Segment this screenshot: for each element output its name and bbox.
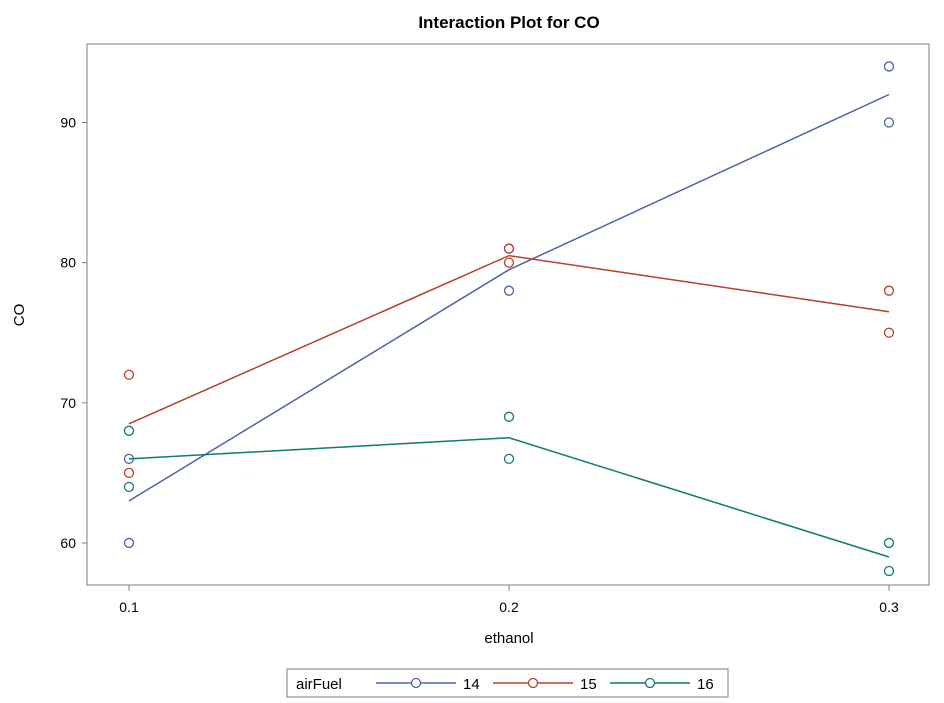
y-tick-label: 70 bbox=[60, 395, 76, 411]
data-point-14 bbox=[123, 453, 135, 465]
data-point-15 bbox=[883, 285, 895, 296]
series-line-14 bbox=[128, 93, 890, 502]
y-axis-label: CO bbox=[11, 304, 28, 327]
plot-area-frame bbox=[86, 43, 930, 586]
series-line-16 bbox=[128, 437, 890, 558]
data-point-14 bbox=[503, 285, 515, 296]
legend-label-15: 15 bbox=[580, 676, 597, 693]
data-point-16 bbox=[123, 481, 135, 493]
y-tick-label: 80 bbox=[60, 255, 76, 271]
data-point-15 bbox=[503, 243, 515, 254]
x-tick-label: 0.3 bbox=[879, 599, 899, 615]
series-line-15 bbox=[128, 254, 890, 425]
x-axis-label: ethanol bbox=[484, 630, 533, 647]
y-tick-label: 90 bbox=[60, 114, 76, 130]
legend-items: 14 15 16 bbox=[376, 676, 714, 693]
data-point-15 bbox=[123, 369, 135, 380]
y-tick-label: 60 bbox=[60, 535, 76, 551]
data-point-14 bbox=[883, 61, 895, 72]
legend-swatch-marker-15 bbox=[527, 677, 539, 689]
data-point-14 bbox=[883, 117, 895, 128]
y-axis: 60 70 80 90 bbox=[60, 114, 87, 551]
data-point-15 bbox=[883, 327, 895, 338]
data-point-16 bbox=[123, 425, 135, 436]
data-point-15 bbox=[123, 467, 135, 479]
series-lines bbox=[128, 93, 890, 558]
x-axis: 0.1 0.2 0.3 bbox=[119, 585, 899, 615]
data-point-16 bbox=[503, 453, 515, 465]
x-tick-label: 0.1 bbox=[119, 599, 139, 615]
legend-label-16: 16 bbox=[697, 676, 714, 693]
data-point-16 bbox=[883, 565, 895, 577]
legend-label-14: 14 bbox=[463, 676, 480, 693]
data-point-15 bbox=[503, 257, 515, 268]
data-point-16 bbox=[503, 411, 515, 422]
legend-swatch-marker-14 bbox=[410, 677, 422, 689]
data-point-16 bbox=[883, 537, 895, 549]
x-tick-label: 0.2 bbox=[499, 599, 519, 615]
legend-title: airFuel bbox=[296, 676, 342, 693]
legend: airFuel 14 15 16 bbox=[286, 668, 729, 698]
data-point-14 bbox=[123, 537, 135, 549]
series-points bbox=[123, 61, 895, 577]
chart-title: Interaction Plot for CO bbox=[418, 13, 599, 32]
legend-swatch-marker-16 bbox=[644, 677, 656, 689]
